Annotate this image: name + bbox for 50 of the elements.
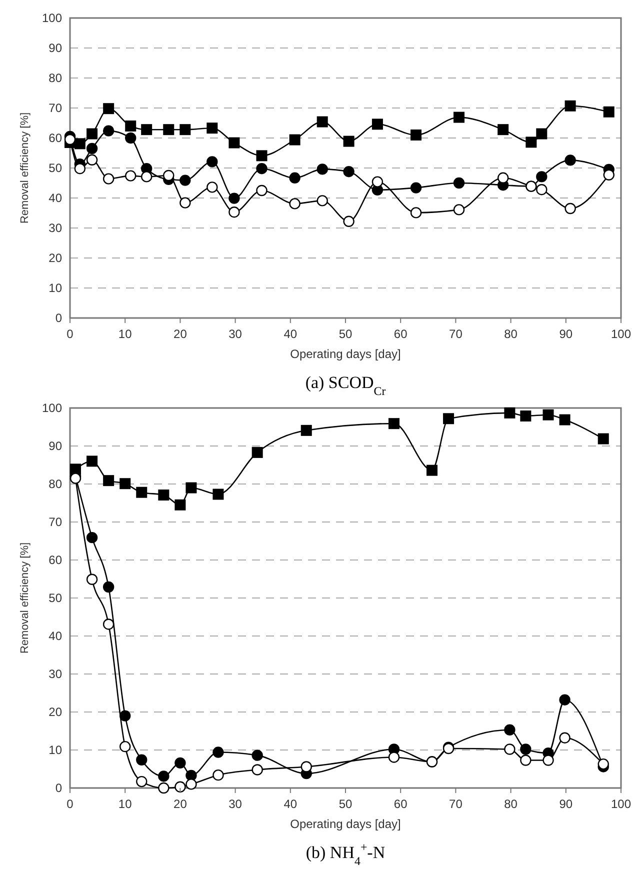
y-tick-label: 30 [48, 221, 62, 236]
x-tick-label: 40 [284, 797, 298, 811]
y-tick-label: 40 [48, 191, 62, 206]
y-tick-label: 80 [48, 477, 62, 492]
x-tick-label: 10 [118, 797, 132, 811]
x-tick-label: 0 [66, 327, 74, 341]
y-tick-label: 10 [48, 281, 62, 296]
x-tick-label: 60 [394, 797, 408, 811]
x-tick-label: 100 [610, 797, 632, 811]
y-tick-label: 0 [55, 781, 62, 796]
x-tick-label: 70 [449, 327, 463, 341]
y-tick-label: 20 [48, 251, 62, 266]
x-tick-label: 30 [228, 327, 242, 341]
y-tick-label: 80 [48, 71, 62, 86]
x-axis-title: Operating days [day] [290, 347, 401, 361]
y-tick-label: 50 [48, 591, 62, 606]
x-tick-label: 20 [174, 327, 188, 341]
y-tick-label: 0 [55, 311, 62, 326]
x-tick-label: 90 [559, 797, 573, 811]
x-tick-label: 90 [559, 327, 573, 341]
x-tick-label: 80 [504, 797, 518, 811]
x-tick-label: 20 [174, 797, 188, 811]
y-tick-label: 70 [48, 515, 62, 530]
x-tick-label: 0 [66, 797, 74, 811]
x-tick-label: 30 [228, 797, 242, 811]
y-axis-title: Removal efficiency [%] [19, 542, 31, 654]
x-tick-label: 100 [610, 327, 632, 341]
y-tick-label: 10 [48, 743, 62, 758]
y-tick-label: 70 [48, 101, 62, 116]
x-tick-label: 10 [118, 327, 132, 341]
x-tick-label: 60 [394, 327, 408, 341]
y-axis-title: Removal efficiency [%] [19, 112, 31, 224]
y-tick-label: 100 [42, 401, 62, 416]
x-tick-label: 70 [449, 797, 463, 811]
y-tick-label: 60 [48, 553, 62, 568]
y-tick-label: 90 [48, 41, 62, 56]
y-tick-label: 40 [48, 629, 62, 644]
y-tick-label: 90 [48, 439, 62, 454]
text: (a) SCOD$_{Cr}$ [305, 373, 386, 398]
x-tick-label: 80 [504, 327, 518, 341]
y-tick-label: 50 [48, 161, 62, 176]
x-tick-label: 50 [338, 797, 352, 811]
y-tick-label: 20 [48, 705, 62, 720]
y-tick-label: 60 [48, 131, 62, 146]
y-tick-label: 100 [42, 11, 62, 26]
text: (b) NH$_{4}$$^{+}$-N [306, 840, 386, 868]
x-tick-label: 50 [338, 327, 352, 341]
y-tick-label: 30 [48, 667, 62, 682]
x-axis-title: Operating days [day] [290, 817, 401, 831]
x-tick-label: 40 [284, 327, 298, 341]
